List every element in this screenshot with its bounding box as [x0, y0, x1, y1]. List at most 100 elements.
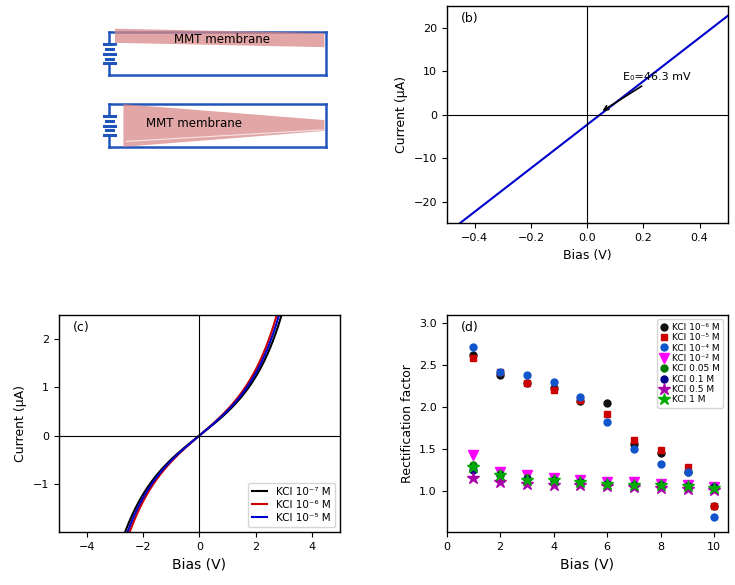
Polygon shape — [115, 29, 324, 47]
Text: E₀=46.3 mV: E₀=46.3 mV — [604, 72, 690, 110]
KCl 10⁻⁶ M — [469, 352, 478, 359]
KCl 10⁻² M — [630, 479, 639, 486]
KCl 10⁻⁷ M — [279, 307, 287, 314]
KCl 10⁻⁷ M — [178, 446, 187, 453]
KCl 10⁻⁵ M — [469, 355, 478, 362]
KCl 10⁻⁵ M — [683, 463, 692, 470]
KCl 10⁻⁷ M — [168, 455, 177, 462]
KCl 1 M — [630, 481, 639, 488]
KCl 10⁻⁷ M — [273, 323, 282, 330]
KCl 1 M — [576, 479, 585, 486]
KCl 0.05 M — [549, 476, 558, 483]
KCl 10⁻⁵ M — [495, 368, 504, 375]
Legend: KCl 10⁻⁶ M, KCl 10⁻⁵ M, KCl 10⁻⁴ M, KCl 10⁻² M, KCl 0.05 M, KCl 0.1 M, KCl 0.5 M: KCl 10⁻⁶ M, KCl 10⁻⁵ M, KCl 10⁻⁴ M, KCl … — [657, 319, 723, 408]
KCl 10⁻⁶ M — [495, 371, 504, 378]
KCl 0.5 M — [683, 486, 692, 493]
Line: KCl 10⁻⁶ M: KCl 10⁻⁶ M — [59, 0, 340, 585]
KCl 0.05 M — [710, 484, 719, 491]
KCl 10⁻⁶ M — [549, 385, 558, 392]
Line: KCl 1 M: KCl 1 M — [467, 461, 720, 494]
KCl 10⁻⁶ M — [273, 307, 282, 314]
KCl 10⁻⁶ M — [248, 373, 257, 380]
KCl 10⁻⁴ M — [603, 418, 612, 425]
KCl 10⁻⁵ M — [273, 315, 282, 322]
Line: KCl 10⁻⁴ M: KCl 10⁻⁴ M — [470, 343, 718, 521]
Line: KCl 10⁻⁷ M: KCl 10⁻⁷ M — [59, 0, 340, 585]
KCl 10⁻⁷ M — [248, 380, 257, 387]
Text: MMT membrane: MMT membrane — [146, 117, 242, 130]
KCl 10⁻² M — [710, 484, 719, 491]
KCl 0.5 M — [630, 484, 639, 491]
KCl 10⁻⁶ M — [603, 400, 612, 407]
Line: KCl 10⁻⁵ M: KCl 10⁻⁵ M — [59, 0, 340, 585]
KCl 0.1 M — [603, 480, 612, 487]
Line: KCl 10⁻⁶ M: KCl 10⁻⁶ M — [470, 352, 718, 509]
KCl 0.5 M — [549, 481, 558, 488]
KCl 10⁻⁴ M — [656, 460, 665, 467]
KCl 10⁻² M — [469, 452, 478, 459]
Text: (b): (b) — [461, 12, 478, 25]
KCl 0.05 M — [630, 481, 639, 488]
KCl 0.05 M — [523, 474, 531, 481]
KCl 10⁻⁶ M — [279, 288, 287, 295]
KCl 10⁻⁶ M — [178, 447, 187, 454]
KCl 0.05 M — [656, 482, 665, 489]
KCl 10⁻⁴ M — [683, 469, 692, 476]
KCl 0.5 M — [656, 484, 665, 491]
KCl 10⁻⁵ M — [549, 387, 558, 394]
KCl 10⁻⁵ M — [630, 437, 639, 444]
KCl 0.1 M — [656, 482, 665, 489]
KCl 0.1 M — [469, 466, 478, 473]
KCl 0.1 M — [576, 479, 585, 486]
Text: (d): (d) — [461, 321, 478, 334]
Line: KCl 0.1 M: KCl 0.1 M — [470, 466, 718, 491]
KCl 1 M — [495, 472, 504, 479]
KCl 10⁻⁵ M — [576, 397, 585, 404]
KCl 1 M — [523, 476, 531, 483]
X-axis label: Bias (V): Bias (V) — [172, 558, 226, 572]
KCl 1 M — [683, 483, 692, 490]
KCl 0.1 M — [549, 477, 558, 484]
KCl 0.1 M — [523, 475, 531, 482]
KCl 10⁻⁶ M — [710, 502, 719, 509]
KCl 1 M — [656, 482, 665, 489]
KCl 10⁻² M — [603, 479, 612, 486]
KCl 1 M — [710, 484, 719, 491]
KCl 0.1 M — [683, 483, 692, 490]
KCl 10⁻⁶ M — [683, 469, 692, 476]
KCl 10⁻⁶ M — [630, 441, 639, 448]
KCl 0.05 M — [603, 480, 612, 487]
Y-axis label: Current (μA): Current (μA) — [395, 76, 408, 153]
KCl 10⁻² M — [656, 480, 665, 487]
KCl 10⁻⁵ M — [168, 456, 177, 463]
KCl 0.1 M — [630, 481, 639, 488]
KCl 10⁻⁶ M — [523, 380, 531, 387]
KCl 0.1 M — [710, 484, 719, 491]
KCl 0.5 M — [523, 480, 531, 487]
KCl 10⁻² M — [576, 477, 585, 484]
KCl 0.5 M — [576, 482, 585, 489]
Text: MMT membrane: MMT membrane — [173, 33, 270, 46]
KCl 1 M — [469, 463, 478, 470]
KCl 10⁻⁴ M — [523, 371, 531, 378]
KCl 10⁻⁴ M — [630, 445, 639, 452]
Line: KCl 10⁻⁵ M: KCl 10⁻⁵ M — [470, 355, 718, 509]
KCl 10⁻⁴ M — [469, 343, 478, 350]
KCl 10⁻⁵ M — [279, 297, 287, 304]
KCl 1 M — [603, 480, 612, 487]
KCl 10⁻⁵ M — [710, 502, 719, 509]
KCl 0.5 M — [710, 486, 719, 493]
KCl 10⁻⁵ M — [248, 376, 257, 383]
KCl 10⁻⁵ M — [523, 380, 531, 387]
KCl 10⁻⁵ M — [603, 410, 612, 417]
KCl 10⁻⁶ M — [656, 449, 665, 456]
KCl 10⁻⁴ M — [549, 378, 558, 386]
Y-axis label: Rectification factor: Rectification factor — [401, 364, 414, 483]
KCl 0.5 M — [495, 479, 504, 486]
Line: KCl 0.05 M: KCl 0.05 M — [470, 462, 718, 491]
Polygon shape — [123, 104, 324, 147]
KCl 10⁻⁴ M — [710, 514, 719, 521]
X-axis label: Bias (V): Bias (V) — [560, 558, 614, 572]
KCl 0.1 M — [495, 472, 504, 479]
X-axis label: Bias (V): Bias (V) — [563, 249, 612, 261]
